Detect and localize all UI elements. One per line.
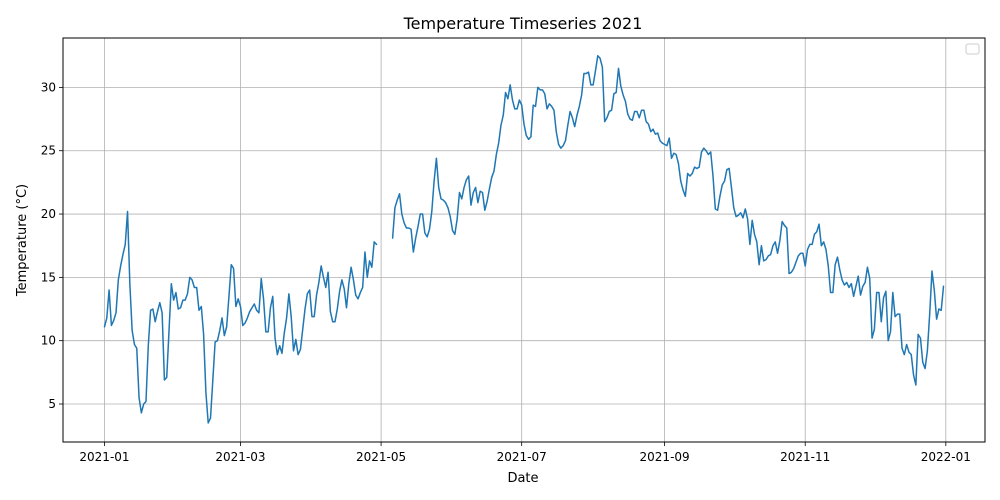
temperature-series-line bbox=[103, 210, 378, 424]
series-lines bbox=[103, 54, 945, 424]
chart-title: Temperature Timeseries 2021 bbox=[403, 14, 643, 33]
x-tick-label: 2021-11 bbox=[780, 450, 830, 464]
x-tick-label: 2021-05 bbox=[356, 450, 406, 464]
y-tick-label: 25 bbox=[41, 144, 56, 158]
plot-frame bbox=[62, 37, 986, 443]
temperature-series-line bbox=[391, 54, 945, 386]
x-tick-label: 2021-09 bbox=[640, 450, 690, 464]
x-tick-label: 2022-01 bbox=[921, 450, 971, 464]
y-axis-title: Temperature (°C) bbox=[15, 184, 30, 297]
y-tick-label: 10 bbox=[41, 334, 56, 348]
y-tick-label: 5 bbox=[48, 397, 56, 411]
y-tick-label: 30 bbox=[41, 80, 56, 94]
y-tick-label: 20 bbox=[41, 207, 56, 221]
ticks: 2021-01 2021-03 2021-05 2021-07 2021-09 2021-… bbox=[41, 80, 971, 464]
x-tick-label: 2021-03 bbox=[215, 450, 265, 464]
x-tick-label: 2021-07 bbox=[497, 450, 547, 464]
y-tick-label: 15 bbox=[41, 270, 56, 284]
x-axis-title: Date bbox=[507, 471, 538, 486]
x-tick-label: 2021-01 bbox=[79, 450, 129, 464]
legend-box bbox=[965, 43, 980, 55]
grid bbox=[63, 38, 985, 442]
